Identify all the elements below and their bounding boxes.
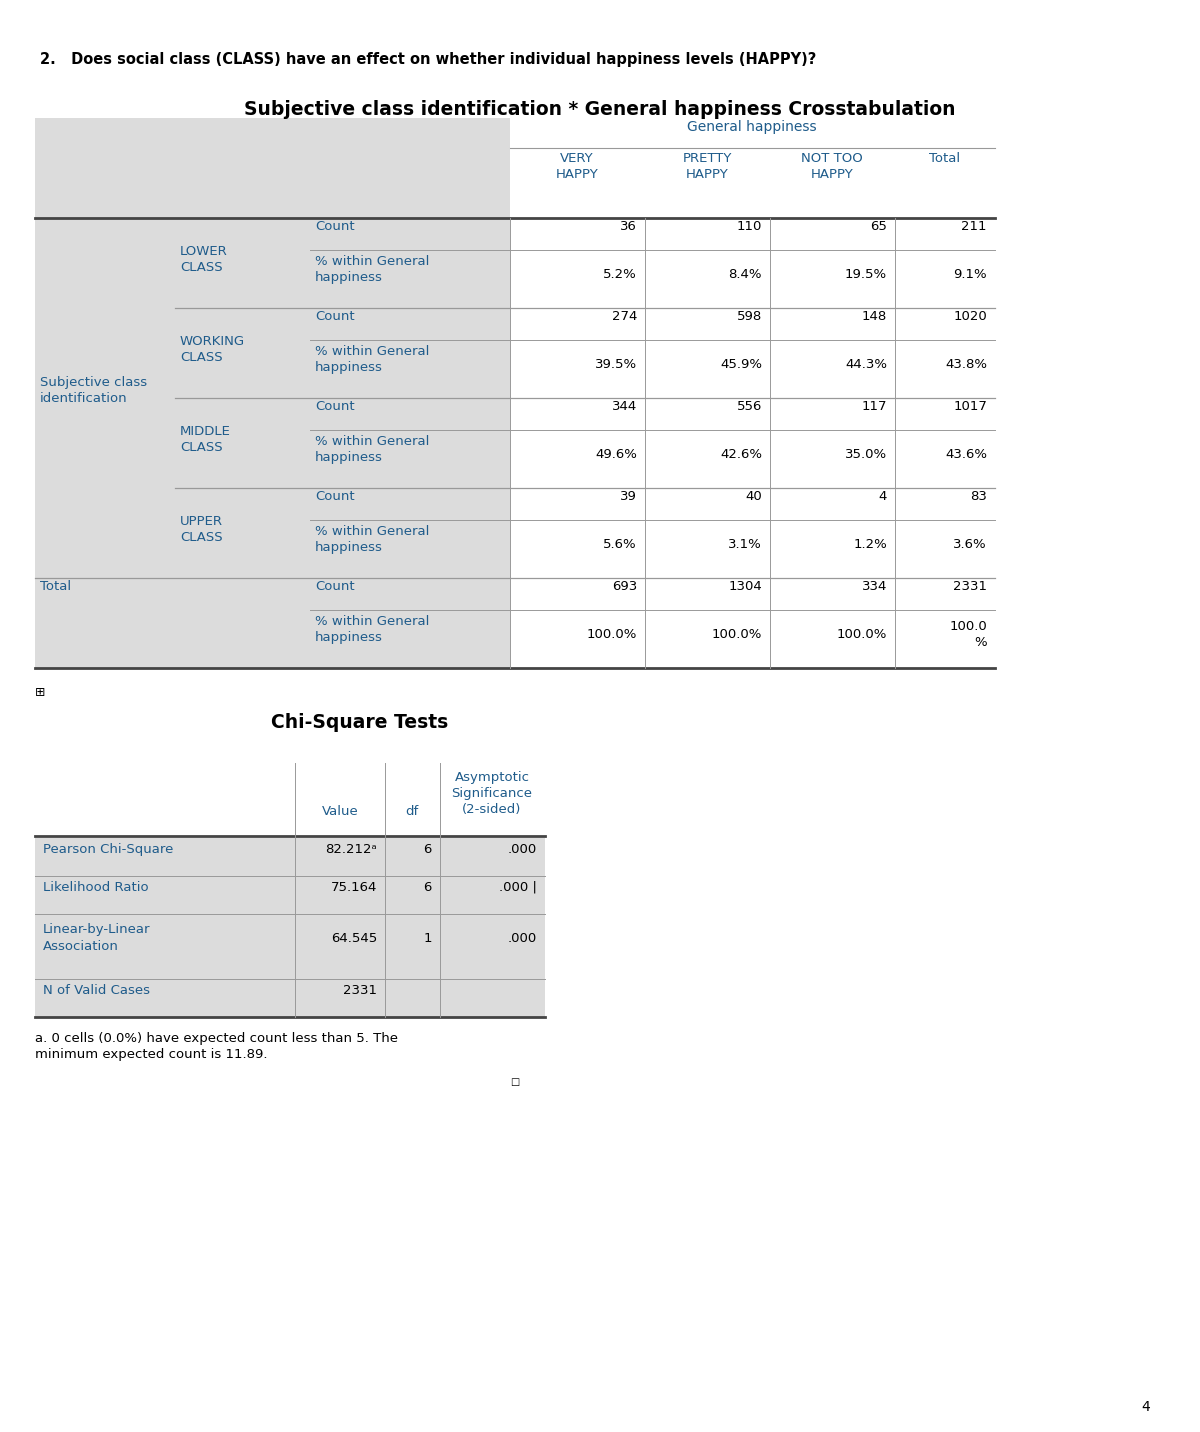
Bar bbox=[510, 308, 995, 398]
Text: 274: 274 bbox=[612, 309, 637, 322]
Text: Subjective class identification * General happiness Crosstabulation: Subjective class identification * Genera… bbox=[245, 100, 955, 119]
Text: 65: 65 bbox=[870, 219, 887, 232]
Text: General happiness: General happiness bbox=[688, 120, 817, 135]
Text: 45.9%: 45.9% bbox=[720, 358, 762, 371]
Text: 2331: 2331 bbox=[343, 984, 377, 997]
Text: a. 0 cells (0.0%) have expected count less than 5. The
minimum expected count is: a. 0 cells (0.0%) have expected count le… bbox=[35, 1032, 398, 1061]
Bar bbox=[510, 117, 995, 218]
Text: % within General
happiness: % within General happiness bbox=[314, 255, 430, 284]
Text: 8.4%: 8.4% bbox=[728, 268, 762, 281]
Text: 148: 148 bbox=[862, 309, 887, 322]
Text: 35.0%: 35.0% bbox=[845, 448, 887, 461]
Text: 9.1%: 9.1% bbox=[953, 268, 986, 281]
Text: 75.164: 75.164 bbox=[331, 881, 377, 894]
Bar bbox=[510, 488, 995, 579]
Text: Count: Count bbox=[314, 580, 355, 593]
Text: df: df bbox=[406, 805, 419, 818]
Text: 4: 4 bbox=[1141, 1400, 1150, 1413]
Text: 100.0%: 100.0% bbox=[587, 627, 637, 640]
Text: 598: 598 bbox=[737, 309, 762, 322]
Text: 2.   Does social class (CLASS) have an effect on whether individual happiness le: 2. Does social class (CLASS) have an eff… bbox=[40, 52, 816, 67]
Text: 42.6%: 42.6% bbox=[720, 448, 762, 461]
Text: N of Valid Cases: N of Valid Cases bbox=[43, 984, 150, 997]
Text: 1304: 1304 bbox=[728, 580, 762, 593]
Text: 344: 344 bbox=[612, 400, 637, 412]
Text: 117: 117 bbox=[862, 400, 887, 412]
Text: 1020: 1020 bbox=[953, 309, 986, 322]
Text: 100.0%: 100.0% bbox=[712, 627, 762, 640]
Text: Chi-Square Tests: Chi-Square Tests bbox=[271, 713, 449, 732]
Text: 211: 211 bbox=[961, 219, 986, 232]
Text: PRETTY
HAPPY: PRETTY HAPPY bbox=[683, 152, 732, 180]
Text: .000 |: .000 | bbox=[499, 881, 538, 894]
Text: Count: Count bbox=[314, 400, 355, 412]
Text: % within General
happiness: % within General happiness bbox=[314, 526, 430, 554]
Bar bbox=[35, 117, 510, 667]
Text: .000: .000 bbox=[508, 842, 538, 855]
Text: Pearson Chi-Square: Pearson Chi-Square bbox=[43, 842, 173, 855]
Text: 2331: 2331 bbox=[953, 580, 986, 593]
Text: .000: .000 bbox=[508, 931, 538, 945]
Text: Total: Total bbox=[930, 152, 960, 165]
Text: Asymptotic
Significance
(2-sided): Asymptotic Significance (2-sided) bbox=[451, 770, 533, 816]
Text: 39.5%: 39.5% bbox=[595, 358, 637, 371]
Text: 40: 40 bbox=[745, 490, 762, 503]
Text: 5.2%: 5.2% bbox=[604, 268, 637, 281]
Text: WORKING
CLASS: WORKING CLASS bbox=[180, 335, 245, 364]
Text: 1: 1 bbox=[424, 931, 432, 945]
Bar bbox=[35, 838, 545, 876]
Bar bbox=[510, 398, 995, 488]
Text: % within General
happiness: % within General happiness bbox=[314, 345, 430, 374]
Text: 64.545: 64.545 bbox=[331, 931, 377, 945]
Text: 5.6%: 5.6% bbox=[604, 537, 637, 550]
Text: 43.6%: 43.6% bbox=[946, 448, 986, 461]
Text: Count: Count bbox=[314, 219, 355, 232]
Text: 49.6%: 49.6% bbox=[595, 448, 637, 461]
Bar bbox=[35, 876, 545, 914]
Text: 6: 6 bbox=[424, 842, 432, 855]
Text: Total: Total bbox=[40, 580, 71, 593]
Text: MIDDLE
CLASS: MIDDLE CLASS bbox=[180, 425, 230, 454]
Text: 36: 36 bbox=[620, 219, 637, 232]
Text: % within General
happiness: % within General happiness bbox=[314, 614, 430, 644]
Text: 83: 83 bbox=[970, 490, 986, 503]
Text: VERY
HAPPY: VERY HAPPY bbox=[556, 152, 599, 180]
Text: Count: Count bbox=[314, 309, 355, 322]
Text: 3.1%: 3.1% bbox=[728, 537, 762, 550]
Text: 3.6%: 3.6% bbox=[953, 537, 986, 550]
Text: 1017: 1017 bbox=[953, 400, 986, 412]
Text: 100.0
%: 100.0 % bbox=[949, 620, 986, 649]
Text: 556: 556 bbox=[737, 400, 762, 412]
Text: Value: Value bbox=[322, 805, 359, 818]
Text: % within General
happiness: % within General happiness bbox=[314, 435, 430, 464]
Bar bbox=[510, 579, 995, 667]
Text: Likelihood Ratio: Likelihood Ratio bbox=[43, 881, 149, 894]
Text: Count: Count bbox=[314, 490, 355, 503]
Bar bbox=[510, 218, 995, 308]
Text: ⊞: ⊞ bbox=[35, 686, 46, 699]
Text: 4: 4 bbox=[878, 490, 887, 503]
Text: 6: 6 bbox=[424, 881, 432, 894]
Text: 334: 334 bbox=[862, 580, 887, 593]
Text: 44.3%: 44.3% bbox=[845, 358, 887, 371]
Text: NOT TOO
HAPPY: NOT TOO HAPPY bbox=[802, 152, 863, 180]
Text: 82.212ᵃ: 82.212ᵃ bbox=[325, 842, 377, 855]
Text: UPPER
CLASS: UPPER CLASS bbox=[180, 516, 223, 544]
Bar bbox=[35, 979, 545, 1017]
Text: Linear-by-Linear
Association: Linear-by-Linear Association bbox=[43, 924, 150, 952]
Text: 693: 693 bbox=[612, 580, 637, 593]
Text: LOWER
CLASS: LOWER CLASS bbox=[180, 245, 228, 274]
Text: 100.0%: 100.0% bbox=[836, 627, 887, 640]
Text: 1.2%: 1.2% bbox=[853, 537, 887, 550]
Text: 110: 110 bbox=[737, 219, 762, 232]
Text: 43.8%: 43.8% bbox=[946, 358, 986, 371]
Text: □: □ bbox=[510, 1077, 520, 1087]
Text: 19.5%: 19.5% bbox=[845, 268, 887, 281]
Text: 39: 39 bbox=[620, 490, 637, 503]
Text: Subjective class
identification: Subjective class identification bbox=[40, 377, 148, 405]
Bar bbox=[35, 914, 545, 979]
